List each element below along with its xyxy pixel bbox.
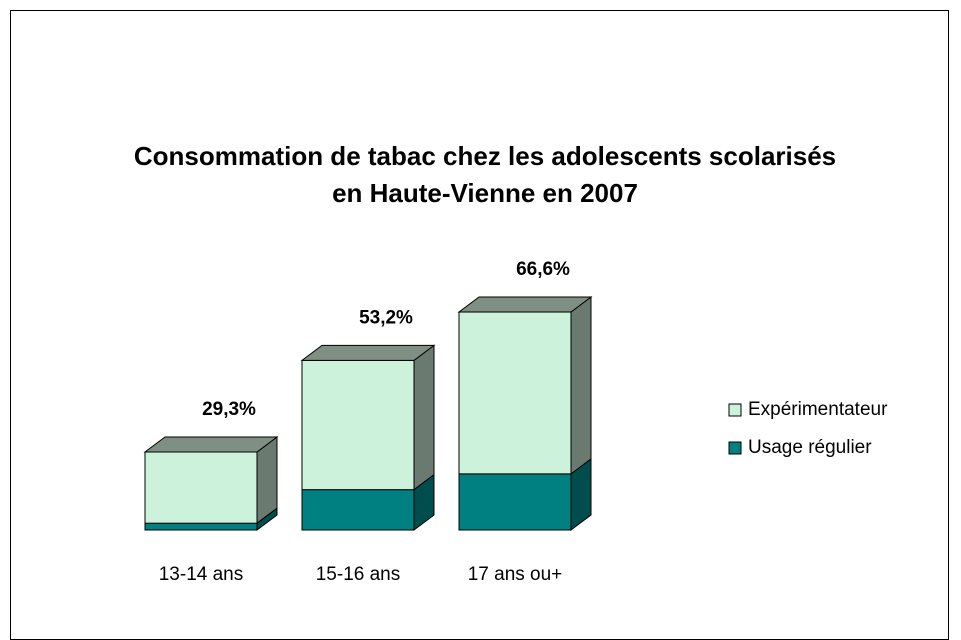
x-tick-label: 17 ans ou+ [468,564,563,585]
bar-side [570,296,592,475]
page: {"chart_data": {"type": "bar3d_stacked",… [10,10,949,640]
data-label: 53,2% [359,307,413,328]
x-tick-label: 15-16 ans [316,564,401,585]
bar-segment [458,473,572,531]
bar-segment [144,451,258,524]
bar-segment [301,359,415,491]
chart: 2,8%29,3%13-14 ans16,6%53,2%15-16 ans23,… [143,259,888,585]
legend-label: Usage régulier [748,437,872,458]
x-tick-label: 13-14 ans [159,564,244,585]
bar-top [300,344,436,361]
bar-top [457,296,593,313]
bar-segment [301,489,415,531]
chart-title: Consommation de tabac chez les adolescen… [133,141,837,208]
legend-swatch [728,441,742,455]
legend-swatch [728,403,742,417]
bar-segment [144,522,258,531]
data-label: 66,6% [516,259,570,280]
bar-side [413,344,435,491]
bar-top [143,436,279,453]
data-label: 29,3% [202,399,256,420]
legend-label: Expérimentateur [748,399,888,420]
bar-segment [458,311,572,475]
